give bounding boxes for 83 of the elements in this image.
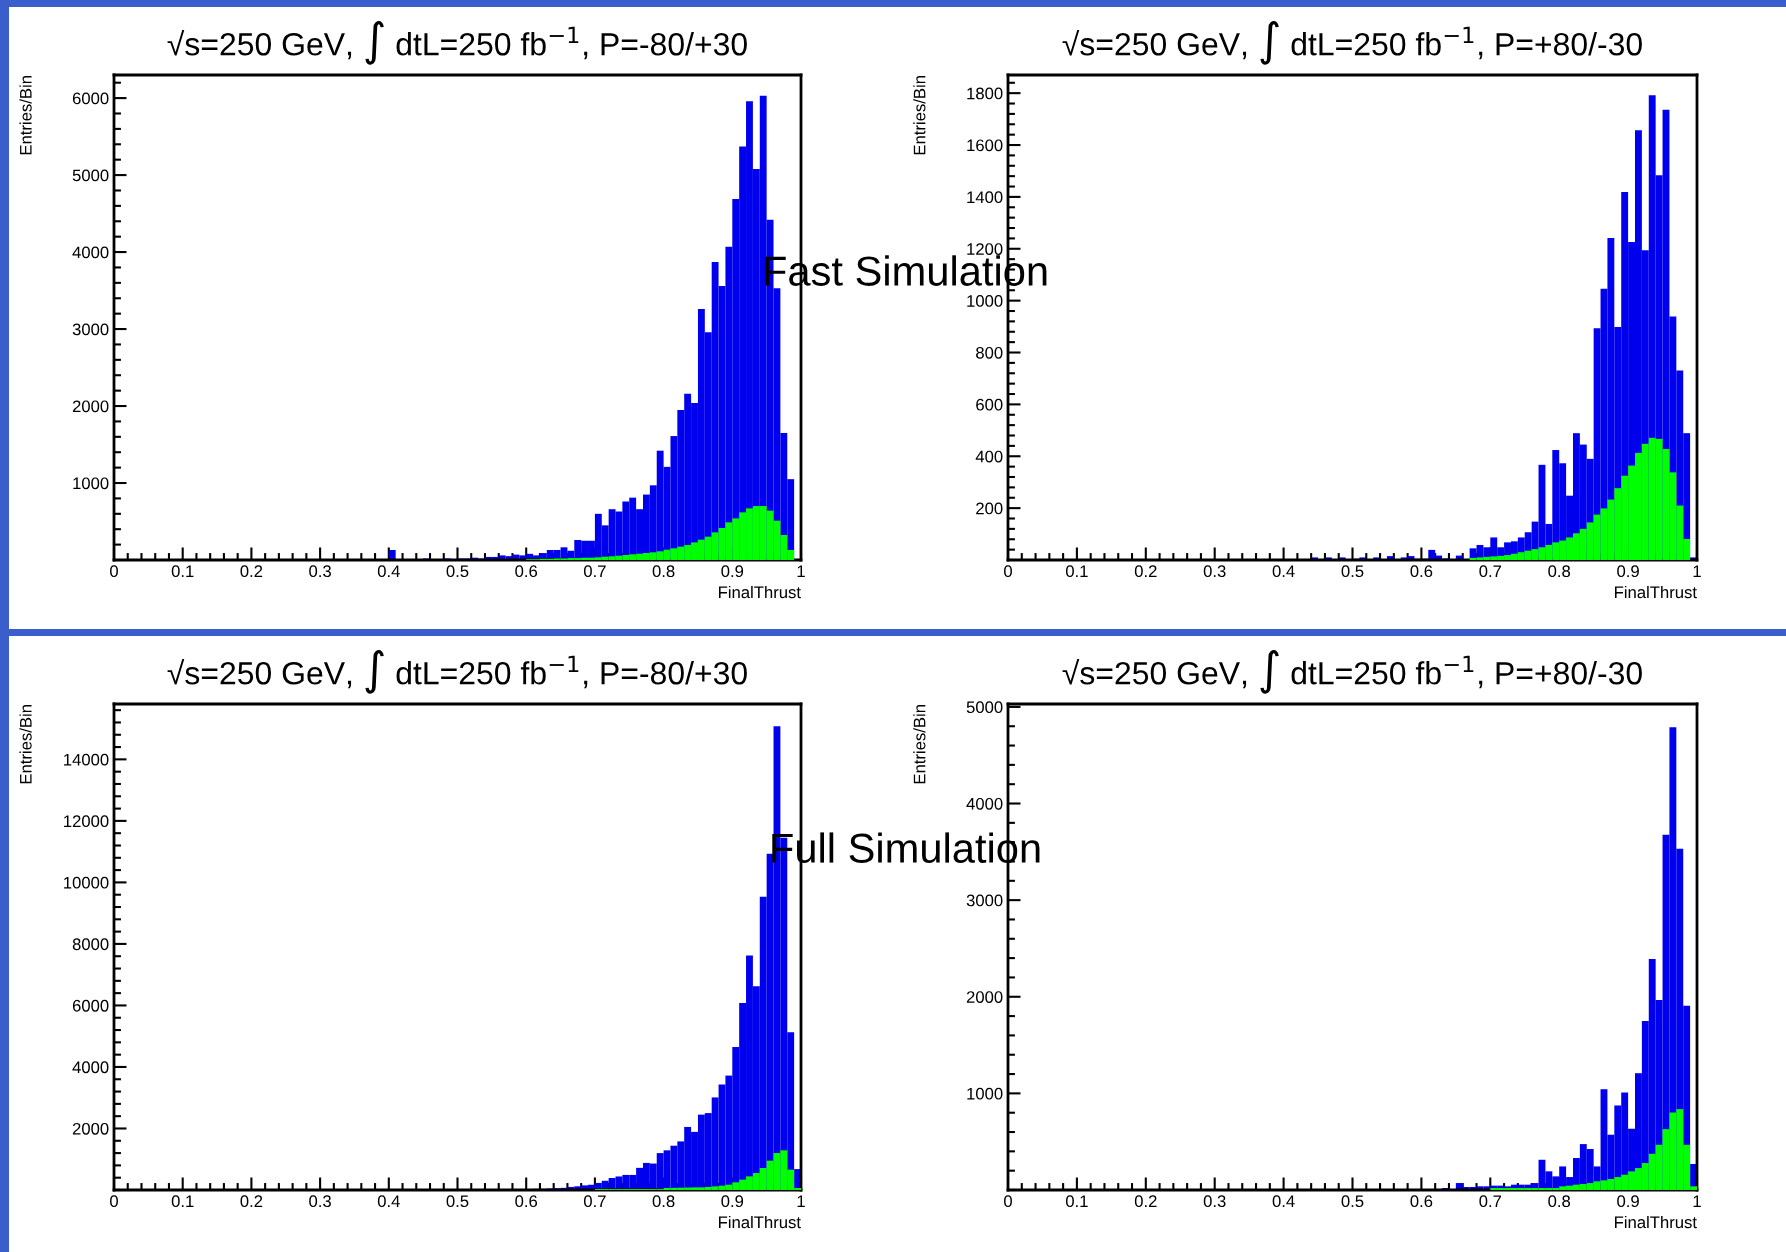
x-tick-label: 1	[797, 565, 805, 577]
x-tick-label: 0.5	[1341, 565, 1364, 578]
x-tick-label: 0.9	[721, 1195, 744, 1208]
x-tick-label: 0.2	[1134, 1195, 1157, 1208]
x-tick-label: 0.8	[652, 1195, 675, 1208]
x-tick-label: 0	[110, 565, 118, 578]
x-axis-title: FinalThrust	[1615, 1215, 1697, 1229]
x-tick-label: 0.6	[515, 1195, 538, 1208]
x-tick-label: 0.5	[1341, 1195, 1364, 1208]
x-tick-label: 0.1	[1065, 1195, 1088, 1208]
y-tick-label: 4000	[966, 797, 1003, 810]
y-tick-label: 4000	[72, 1061, 109, 1074]
y-tick-label: 6000	[72, 999, 109, 1012]
x-tick-label: 0.3	[1203, 1195, 1226, 1208]
x-tick-label: 0.4	[377, 565, 400, 578]
y-tick-label: 1000	[73, 477, 109, 490]
y-axis-title: Entries/Bin	[19, 705, 32, 784]
x-tick-label: 0.3	[309, 1195, 331, 1208]
x-tick-label: 0.4	[1272, 565, 1295, 578]
x-tick-label: 0.5	[446, 1195, 469, 1208]
x-tick-label: 0.6	[1410, 565, 1433, 578]
y-tick-label: 5000	[72, 169, 109, 182]
x-tick-label: 0.3	[309, 565, 331, 578]
x-tick-label: 1	[797, 1195, 805, 1207]
y-tick-label: 1800	[967, 87, 1003, 100]
x-tick-label: 0.8	[652, 565, 675, 578]
y-tick-label: 1000	[967, 1087, 1003, 1100]
y-tick-label: 200	[976, 502, 1003, 515]
x-tick-label: 0.2	[240, 1195, 263, 1208]
x-axis-title: FinalThrust	[719, 1215, 801, 1229]
x-tick-label: 0.6	[1410, 1195, 1433, 1208]
chart-title: √s=250 GeV, ∫ dtL=250 fb$^{−1}$, P=-80/+30	[167, 21, 747, 65]
y-tick-label: 600	[976, 398, 1003, 411]
y-tick-label: 6000	[72, 92, 109, 105]
x-axis-title: FinalThrust	[719, 585, 801, 599]
x-tick-label: 0	[110, 1195, 118, 1208]
y-tick-label: 2000	[966, 991, 1003, 1003]
y-tick-label: 1600	[967, 139, 1003, 152]
y-tick-label: 800	[976, 346, 1003, 359]
x-tick-label: 0.3	[1203, 565, 1226, 578]
y-tick-label: 3000	[966, 894, 1003, 907]
x-tick-label: 0	[1004, 1195, 1012, 1208]
x-tick-label: 0	[1004, 565, 1012, 578]
y-tick-label: 2000	[72, 1122, 109, 1135]
x-tick-label: 0.1	[171, 565, 194, 578]
x-tick-label: 0.9	[1617, 1195, 1639, 1208]
y-tick-label: 1200	[967, 243, 1003, 255]
x-tick-label: 0.6	[515, 565, 538, 578]
x-tick-label: 0.1	[171, 1195, 194, 1208]
y-axis-title: Entries/Bin	[19, 76, 32, 155]
chart-title: √s=250 GeV, ∫ dtL=250 fb$^{−1}$, P=+80/-30	[1062, 650, 1642, 694]
x-tick-label: 0.7	[583, 1195, 606, 1208]
chart-title: √s=250 GeV, ∫ dtL=250 fb$^{−1}$, P=+80/-30	[1062, 21, 1642, 65]
x-tick-label: 0.2	[240, 565, 263, 578]
y-tick-label: 4000	[72, 246, 109, 259]
y-tick-label: 12000	[64, 815, 109, 828]
x-axis-title: FinalThrust	[1615, 585, 1697, 599]
y-axis-title: Entries/Bin	[913, 705, 926, 784]
y-tick-label: 3000	[72, 323, 109, 336]
y-tick-label: 5000	[966, 701, 1003, 714]
y-tick-label: 400	[975, 450, 1003, 463]
y-tick-label: 2000	[72, 400, 109, 413]
y-tick-label: 1000	[967, 295, 1003, 307]
y-tick-label: 14000	[64, 753, 109, 766]
x-tick-label: 0.4	[377, 1195, 400, 1208]
x-tick-label: 0.5	[446, 565, 469, 578]
x-tick-label: 0.8	[1548, 565, 1571, 578]
y-tick-label: 8000	[72, 938, 109, 951]
x-tick-label: 0.9	[721, 565, 744, 578]
x-tick-label: 0.7	[1479, 565, 1502, 578]
y-tick-label: 1400	[967, 191, 1003, 204]
x-tick-label: 0.1	[1065, 565, 1088, 578]
x-tick-label: 0.8	[1548, 1195, 1571, 1208]
x-tick-label: 0.9	[1617, 565, 1639, 578]
x-tick-label: 0.7	[1479, 1195, 1502, 1208]
chart-title: √s=250 GeV, ∫ dtL=250 fb$^{−1}$, P=-80/+30	[167, 650, 747, 694]
x-tick-label: 1	[1693, 1195, 1701, 1207]
x-tick-label: 0.4	[1272, 1195, 1295, 1208]
x-tick-label: 0.7	[583, 565, 606, 578]
x-tick-label: 1	[1693, 565, 1701, 577]
y-axis-title: Entries/Bin	[913, 76, 926, 155]
y-tick-label: 10000	[64, 876, 109, 889]
x-tick-label: 0.2	[1134, 565, 1157, 578]
